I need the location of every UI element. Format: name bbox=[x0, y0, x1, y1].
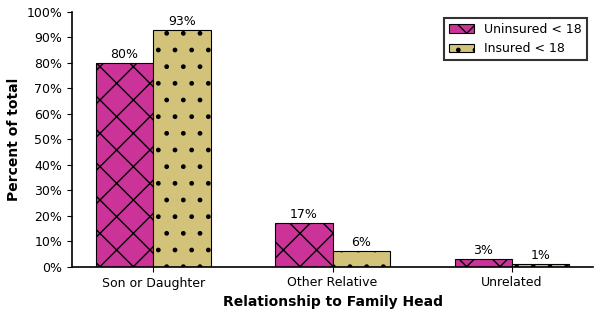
Text: 80%: 80% bbox=[110, 48, 139, 61]
Y-axis label: Percent of total: Percent of total bbox=[7, 78, 21, 201]
X-axis label: Relationship to Family Head: Relationship to Family Head bbox=[223, 295, 443, 309]
Bar bbox=[96, 63, 153, 267]
Text: 3%: 3% bbox=[473, 244, 493, 257]
Bar bbox=[455, 259, 512, 267]
Bar bbox=[332, 252, 390, 267]
Bar bbox=[512, 264, 569, 267]
Text: 6%: 6% bbox=[352, 236, 371, 249]
Bar bbox=[153, 30, 211, 267]
Text: 93%: 93% bbox=[168, 15, 196, 28]
Text: 17%: 17% bbox=[290, 209, 318, 222]
Text: 1%: 1% bbox=[531, 249, 551, 262]
Legend: Uninsured < 18, Insured < 18: Uninsured < 18, Insured < 18 bbox=[444, 18, 587, 60]
Bar bbox=[275, 223, 332, 267]
